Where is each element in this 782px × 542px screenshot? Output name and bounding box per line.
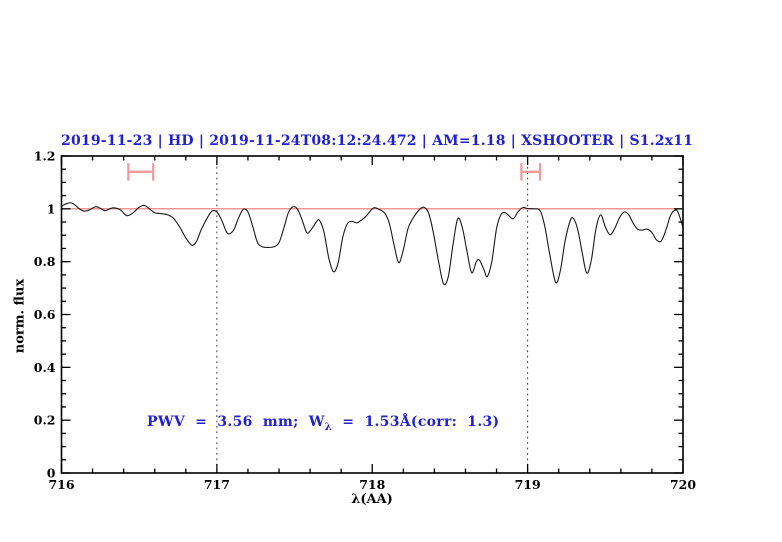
y-tick-label-0: 0 — [47, 466, 56, 481]
pwv-annotation-subscript-lambda: λ — [324, 421, 333, 433]
y-tick-label-0.6: 0.6 — [34, 307, 56, 322]
pwv-annotation: PWV = 3.56 mm; Wλ = 1.53Å(corr: 1.3) — [147, 414, 499, 433]
pwv-annotation-text: PWV = 3.56 mm; W — [147, 414, 325, 430]
y-tick-label-1: 1 — [47, 201, 56, 216]
band-marker-2 — [520, 163, 542, 181]
axis-ticks — [60, 155, 684, 474]
x-axis-label: λ(AA) — [351, 492, 393, 507]
y-tick-label-0.8: 0.8 — [34, 254, 56, 269]
x-tick-label-716: 716 — [48, 477, 74, 492]
y-tick-label-0.4: 0.4 — [34, 360, 56, 375]
x-tick-label-718: 718 — [359, 477, 385, 492]
pwv-annotation-text-tail: = 1.53Å(corr: 1.3) — [332, 414, 500, 430]
y-tick-label-0.2: 0.2 — [34, 413, 56, 428]
band-marker-1 — [127, 163, 155, 181]
plot-title: 2019-11-23 | HD | 2019-11-24T08:12:24.47… — [61, 133, 694, 149]
spectrum-line — [61, 202, 684, 286]
x-tick-label-717: 717 — [204, 477, 230, 492]
y-tick-label-1.2: 1.2 — [34, 149, 56, 164]
x-tick-label-719: 719 — [515, 477, 541, 492]
x-tick-label-720: 720 — [670, 477, 696, 492]
